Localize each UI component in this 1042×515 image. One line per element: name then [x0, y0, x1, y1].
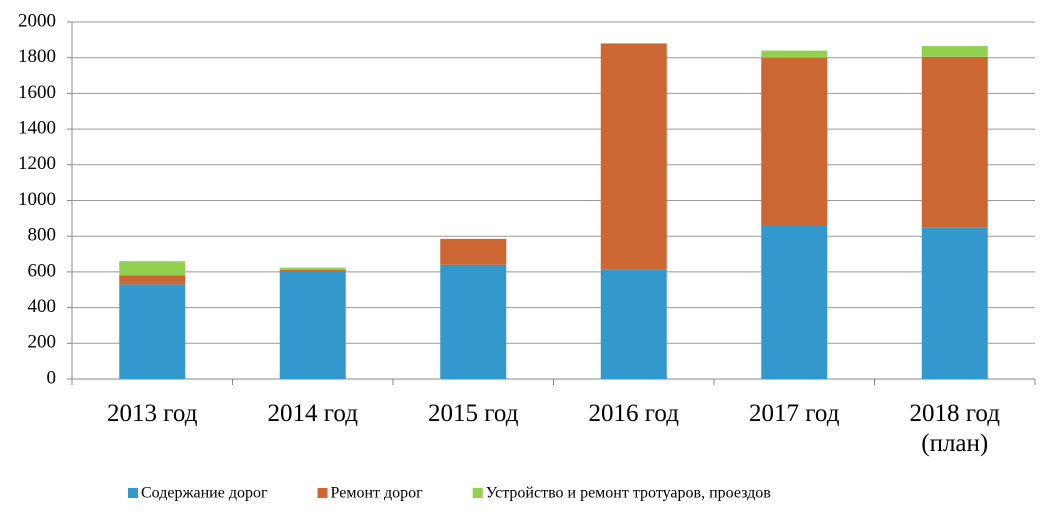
- bar-segment: [600, 269, 667, 379]
- y-tick-label: 600: [28, 260, 57, 281]
- y-tick-label: 1600: [18, 82, 56, 103]
- y-tick-label: 200: [28, 332, 57, 353]
- bar-segment: [921, 56, 988, 228]
- bar-segment: [440, 264, 507, 379]
- legend-label: Устройство и ремонт тротуаров, проездов: [486, 485, 772, 502]
- bar-segment: [279, 267, 346, 270]
- bar-segment: [600, 43, 667, 270]
- y-tick-label: 800: [28, 225, 57, 246]
- legend-label: Ремонт дорог: [331, 485, 424, 502]
- y-tick-label: 2000: [18, 10, 56, 31]
- bar-segment: [921, 227, 988, 379]
- legend-swatch: [317, 488, 328, 498]
- bar-segment: [761, 57, 828, 226]
- bar-segment: [279, 269, 346, 272]
- x-tick-label: 2016 год: [588, 400, 679, 427]
- y-tick-label: 0: [47, 367, 57, 388]
- bar-segment: [761, 50, 828, 58]
- legend-label: Содержание дорог: [141, 485, 268, 502]
- bar-segment: [761, 225, 828, 379]
- legend-swatch: [472, 488, 483, 498]
- x-tick-label: 2018 год (план): [909, 400, 1000, 457]
- y-tick-label: 1400: [18, 117, 56, 138]
- bar-segment: [440, 238, 507, 265]
- bar-segment: [119, 275, 186, 285]
- x-tick-label: 2015 год: [428, 400, 519, 427]
- bar-segment: [119, 284, 186, 379]
- y-tick-label: 1000: [18, 189, 56, 210]
- y-tick-label: 400: [28, 296, 57, 317]
- legend-swatch: [128, 488, 138, 498]
- bar-segment: [921, 46, 988, 57]
- y-tick-label: 1800: [18, 46, 56, 67]
- x-tick-label: 2014 год: [267, 400, 358, 427]
- bar-segment: [279, 271, 346, 379]
- bar-segment: [119, 261, 186, 276]
- x-tick-label: 2017 год: [749, 400, 840, 427]
- y-tick-label: 1200: [18, 153, 56, 174]
- x-tick-label: 2013 год: [107, 400, 198, 427]
